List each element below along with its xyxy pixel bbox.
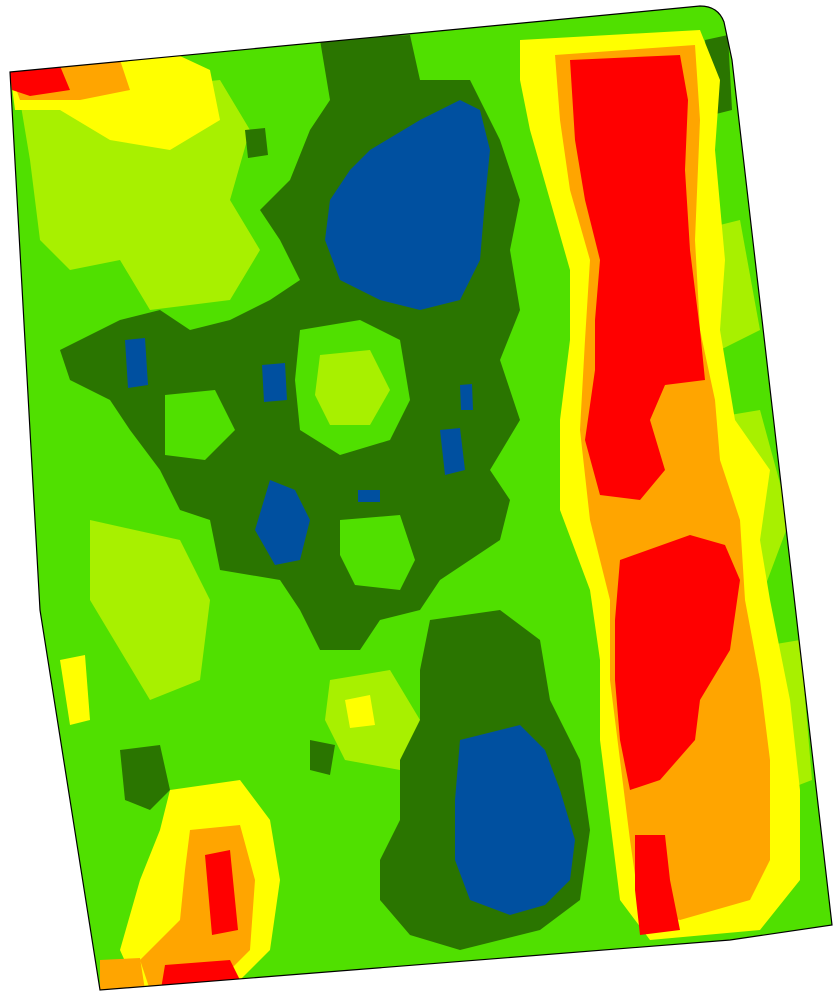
zone-very-low-area: [615, 535, 740, 790]
zone-very-low-area: [160, 960, 245, 990]
zone-very-high-area: [358, 490, 380, 502]
zone-very-high-area: [440, 428, 465, 475]
zone-below-average-area: [60, 655, 90, 725]
zone-average-island: [315, 350, 390, 425]
zone-very-high-area: [325, 100, 490, 310]
zone-high-area: [245, 128, 268, 158]
zone-above-average-island: [165, 390, 235, 460]
zone-very-high-area: [455, 725, 575, 915]
zone-below-average-area: [345, 695, 375, 728]
zone-very-high-area: [262, 363, 287, 402]
zone-very-high-area: [460, 384, 473, 410]
zone-average-area: [20, 80, 260, 310]
zone-very-high-area: [255, 480, 310, 565]
zone-average-area: [90, 520, 210, 700]
zone-low-area: [100, 958, 145, 990]
zone-very-high-area: [125, 338, 148, 388]
zone-very-low-area: [635, 835, 680, 935]
zone-very-low-area: [205, 850, 238, 935]
zone-above-average-island: [340, 515, 415, 590]
zone-very-low-area: [10, 66, 70, 96]
zone-high-area: [120, 745, 170, 810]
field-boundary: [9, 5, 833, 991]
zone-very-low-area: [570, 55, 705, 500]
zone-high-area: [310, 740, 335, 775]
